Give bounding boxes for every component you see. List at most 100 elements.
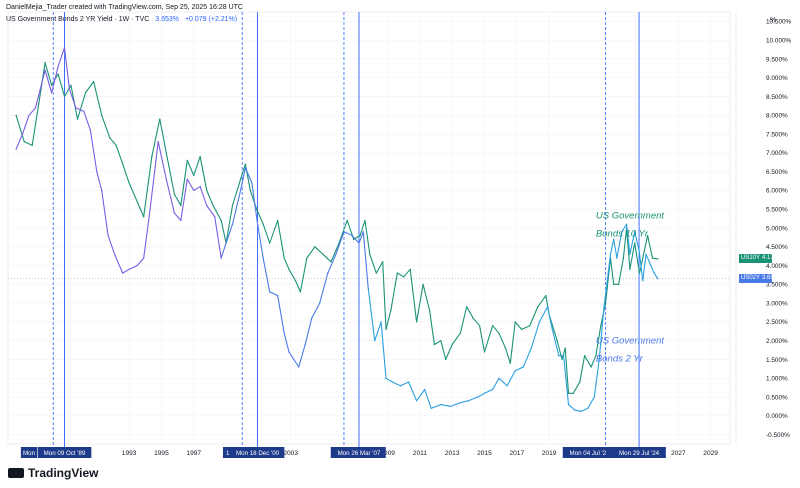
us02y-segment (149, 141, 159, 210)
us02y-segment (477, 392, 486, 398)
us02y-point (380, 321, 382, 323)
us10y-point (84, 92, 87, 94)
us10y-point (564, 347, 566, 349)
us02y-segment (483, 388, 494, 394)
us10y-point (369, 253, 371, 255)
annotations: US Government Bonds 10 Yr US Government Bon… (596, 211, 664, 365)
us10y-segment (330, 242, 340, 263)
us10y-point (622, 257, 625, 259)
us10y-segment (595, 325, 602, 357)
us10y-segment (283, 257, 290, 270)
tradingview-logo[interactable]: TradingView (8, 466, 98, 480)
date-label-partial-bg (222, 447, 233, 458)
series-annotation: US Government (596, 211, 664, 222)
us02y-point (645, 253, 647, 255)
us10y-point (115, 144, 117, 146)
us02y-point (63, 47, 66, 49)
us02y-segment (459, 400, 469, 404)
time-axis[interactable]: 1993 1995 1997 2003 2009 2011 2013 2015 2017 2019… (20, 447, 718, 458)
us10y-point (128, 182, 130, 184)
us02y-segment (180, 178, 188, 222)
us02y-segment (593, 358, 600, 398)
us10y-segment (396, 272, 405, 278)
us02y-point (15, 148, 17, 150)
us10y-point (567, 392, 570, 394)
y-tick-label: 5.500% (766, 207, 788, 214)
y-tick-label: 6.500% (766, 169, 788, 176)
us02y-segment (335, 231, 345, 255)
us02y-point (143, 257, 145, 259)
us10y-point (57, 73, 59, 75)
chart-credit: DanielMejia_Trader created with TradingV… (6, 4, 243, 11)
us10y-segment (115, 144, 124, 165)
us02y-point (288, 351, 290, 353)
us02y-segment (128, 265, 138, 270)
us02y-segment (231, 189, 242, 225)
us02y-point (101, 189, 103, 191)
us10y-segment (521, 325, 531, 330)
us02y-segment (34, 69, 46, 109)
us10y-point (492, 325, 494, 327)
us02y-point (374, 340, 376, 342)
y-tick-label: 3.000% (766, 300, 788, 307)
us10y-point (322, 253, 324, 255)
x-tick-label: 2015 (477, 450, 492, 457)
date-label: Mon 29 Jul '24 (619, 450, 660, 457)
us10y-point (306, 257, 308, 259)
us02y-segment (638, 249, 644, 282)
us10y-segment (609, 257, 615, 285)
us02y-point (450, 405, 452, 407)
us10y-point (590, 366, 592, 368)
us02y-segment (634, 231, 640, 252)
us10y-segment (572, 381, 581, 394)
us10y-point (433, 343, 435, 346)
price-axis[interactable]: %10.500% 10.000% 9.500% 9.000% 8.500% 8.000% 7… (766, 17, 792, 439)
us02y-point (558, 355, 560, 357)
us10y-segment (262, 223, 271, 244)
series-annotation: Bonds 10 Yr (596, 228, 649, 239)
y-tick-label: -0.500% (766, 432, 790, 439)
us10y-segment (240, 163, 246, 180)
y-tick-label: 2.500% (766, 319, 788, 326)
us02y-point (587, 407, 589, 409)
us02y-point (149, 208, 151, 210)
us02y-point (293, 358, 295, 361)
us02y-segment (653, 272, 659, 280)
us02y-point (21, 133, 24, 135)
us10y-segment (561, 347, 566, 361)
us02y-point (122, 272, 124, 274)
us02y-point (424, 388, 426, 391)
us10y-point (572, 392, 574, 394)
us10y-segment (299, 257, 308, 293)
x-tick-label: 2019 (542, 450, 557, 457)
us10y-point (256, 208, 258, 210)
us02y-point (629, 253, 631, 255)
date-label-partial: Mon (23, 450, 36, 457)
us10y-segment (277, 219, 285, 259)
us02y-segment (101, 189, 109, 237)
series-annotation: Bonds 2 Yr (596, 353, 644, 364)
us02y-point (367, 287, 369, 289)
us02y-point (514, 370, 516, 372)
us10y-segment (322, 253, 332, 263)
us02y-point (327, 272, 329, 274)
us02y-point (75, 107, 77, 109)
us02y-segment (380, 321, 387, 379)
us10y-segment (364, 219, 371, 255)
us02y-badge-value: 3.653% (762, 275, 783, 282)
us02y-segment (143, 208, 151, 259)
us02y-point (165, 178, 167, 180)
us02y-badge: US02Y 3.653% (739, 274, 782, 284)
us10y-segment (180, 159, 188, 207)
us02y-point (621, 231, 623, 233)
us02y-point (546, 306, 549, 308)
us02y-segment (193, 186, 201, 191)
us02y-point (657, 278, 659, 280)
us02y-segment (492, 377, 500, 391)
us02y-segment (186, 178, 195, 191)
us10y-point (600, 325, 602, 327)
us02y-segment (546, 306, 553, 330)
us02y-segment (351, 234, 360, 244)
us02y-segment (327, 253, 337, 274)
